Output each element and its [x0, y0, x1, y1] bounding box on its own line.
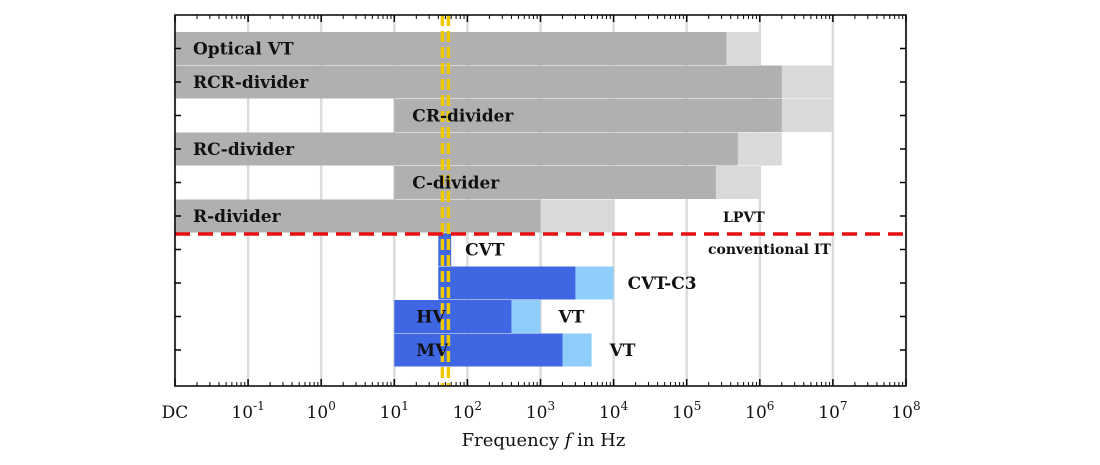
x-tick-exponent: -1 — [253, 399, 265, 413]
bar-core-range — [175, 32, 727, 65]
x-tick-base: 10 — [307, 403, 329, 423]
x-tick-exponent: 5 — [694, 399, 702, 413]
x-tick-label: 108 — [891, 399, 920, 423]
x-axis-title-prefix: Frequency — [462, 430, 565, 451]
x-tick-base: 10 — [453, 403, 475, 423]
x-tick-base: 10 — [380, 403, 402, 423]
x-tick-label: 10-1 — [231, 399, 264, 423]
bar-core-range — [175, 65, 782, 99]
x-tick-label: 105 — [672, 399, 701, 423]
overlays: LPVT conventional IT — [175, 15, 906, 386]
bar-labels: Optical VT RCR-divider CR-divider RC-divide… — [193, 40, 697, 362]
bar-core-range — [394, 333, 563, 367]
bar-label: Optical VT — [193, 40, 294, 60]
bar-core-range — [394, 99, 782, 132]
x-tick-label: 104 — [599, 399, 629, 423]
bar-core-range — [438, 266, 576, 300]
bar-label: C-divider — [412, 174, 500, 194]
bar-label: R-divider — [193, 207, 282, 227]
x-tick-exponent: 7 — [840, 399, 848, 413]
x-tick-label: 107 — [818, 399, 847, 423]
x-tick-base: 10 — [891, 403, 913, 423]
x-tick-exponent: 4 — [621, 399, 629, 413]
x-tick-exponent: 2 — [474, 399, 482, 413]
bar-label: HV — [416, 308, 446, 328]
x-tick-exponent: 3 — [548, 399, 556, 413]
x-axis-title-suffix: in Hz — [571, 430, 625, 451]
x-tick-exponent: 8 — [913, 399, 921, 413]
x-tick-label: DC — [162, 403, 189, 423]
x-tick-label: 101 — [380, 399, 409, 423]
x-tick-exponent: 6 — [767, 399, 775, 413]
lpvt-group-label: LPVT — [723, 210, 765, 226]
bar-core-range — [175, 199, 541, 233]
bar-label: RCR-divider — [193, 73, 309, 93]
bar-label: CVT — [465, 241, 505, 261]
x-tick-labels: DC 10-1 100 101 102 103 104 105 106 107 108 — [162, 399, 921, 423]
x-tick-base: 10 — [599, 403, 621, 423]
x-tick-base: 10 — [818, 403, 840, 423]
x-tick-base: 10 — [745, 403, 767, 423]
bar-label: CVT-C3 — [628, 274, 697, 294]
x-tick-exponent: 1 — [401, 399, 409, 413]
it-group-label: conventional IT — [708, 242, 831, 258]
x-tick-base: 10 — [231, 403, 253, 423]
bar-label: RC-divider — [193, 140, 295, 160]
bar-core-range — [394, 300, 512, 333]
x-tick-label: 100 — [307, 399, 336, 423]
bar-label: MV — [416, 341, 449, 361]
x-tick-exponent: 0 — [328, 399, 336, 413]
bar-label-suffix: VT — [609, 341, 636, 361]
x-tick-label: 103 — [526, 399, 555, 423]
bar-core-range — [175, 132, 738, 166]
bar-label-suffix: VT — [558, 308, 585, 328]
x-tick-label: 102 — [453, 399, 482, 423]
axis-ticks — [174, 15, 907, 386]
x-tick-base: 10 — [526, 403, 548, 423]
x-tick-base: 10 — [672, 403, 694, 423]
x-tick-label: 106 — [745, 399, 774, 423]
bar-label: CR-divider — [412, 107, 514, 127]
x-axis-title: Frequency f in Hz — [462, 430, 626, 451]
